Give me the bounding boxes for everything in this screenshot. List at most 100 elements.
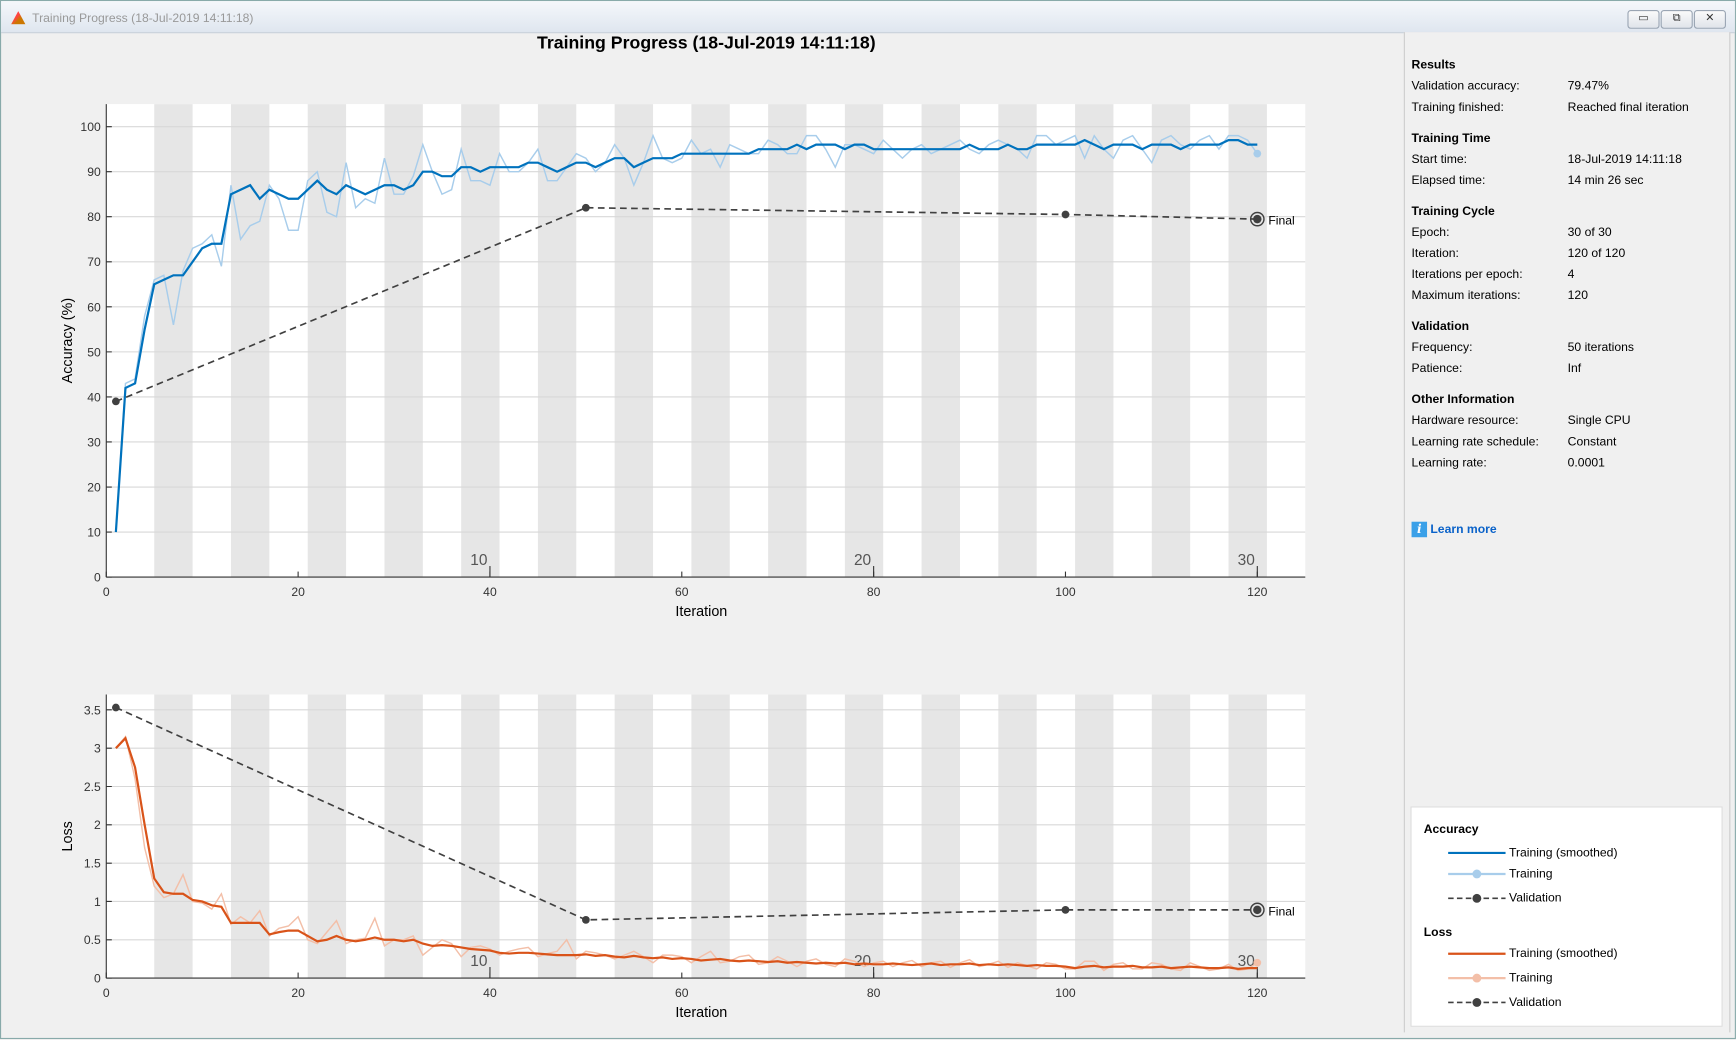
info-label: Epoch: — [1411, 225, 1450, 240]
info-value: Constant — [1567, 435, 1617, 449]
epoch-label: 20 — [854, 552, 872, 569]
restore-button[interactable]: ⧉ — [1660, 9, 1693, 29]
epoch-band — [691, 694, 730, 979]
epoch-band — [1228, 104, 1267, 578]
y-axis-label: Accuracy (%) — [60, 298, 76, 383]
validation-point — [111, 703, 120, 712]
info-value: 120 of 120 — [1567, 247, 1626, 261]
epoch-label: 20 — [854, 953, 872, 970]
info-value: 18-Jul-2019 14:11:18 — [1567, 152, 1682, 167]
y-tick-label: 20 — [87, 480, 101, 494]
info-label: Frequency: — [1411, 341, 1473, 355]
y-tick-label: 1.5 — [84, 857, 101, 871]
x-tick-label: 100 — [1055, 986, 1076, 1000]
legend: Accuracy Training (smoothed) Training Va… — [1410, 806, 1723, 1027]
info-label: Iteration: — [1411, 247, 1459, 261]
validation-point — [1061, 210, 1070, 219]
info-value: Single CPU — [1567, 414, 1631, 428]
y-tick-label: 40 — [87, 390, 101, 404]
minimize-button[interactable]: ▭ — [1627, 9, 1660, 29]
validation-line — [115, 206, 1258, 403]
y-tick-label: 3.5 — [84, 703, 101, 717]
validation-point — [582, 203, 590, 212]
info-label: Training finished: — [1411, 100, 1504, 115]
x-tick-label: 80 — [867, 585, 881, 599]
info-value: 120 — [1567, 289, 1588, 303]
info-value: 50 iterations — [1567, 341, 1635, 355]
learn-more-label: Learn more — [1430, 522, 1497, 537]
validation-point — [1253, 214, 1262, 224]
info-icon: i — [1411, 521, 1428, 538]
epoch-band — [921, 104, 960, 578]
epoch-band — [154, 694, 193, 979]
training-final-marker — [1253, 149, 1262, 158]
x-tick-label: 60 — [675, 986, 689, 1000]
training-line — [115, 133, 1258, 533]
window-title: Training Progress (18-Jul-2019 14:11:18) — [32, 12, 254, 26]
epoch-band — [614, 104, 654, 578]
section-title: Training Cycle — [1411, 204, 1495, 219]
y-tick-label: 70 — [87, 255, 101, 269]
info-row: Frequency: 50 iterations — [1412, 341, 1722, 354]
info-value: 4 — [1567, 268, 1575, 282]
y-tick-label: 3 — [94, 742, 101, 756]
y-tick-label: 0 — [94, 972, 101, 986]
loss-plot: 0 0.5 1 1.5 2 2.5 3 3.5 0 20 40 60 80 100 120 10 20 30 Ite… — [60, 694, 1306, 1021]
info-row: Hardware resource: Single CPU — [1412, 414, 1722, 427]
legend-loss-title: Loss — [1423, 926, 1453, 940]
epoch-band — [230, 694, 270, 979]
epoch-band — [1151, 104, 1191, 578]
learn-more-link[interactable]: i Learn more — [1411, 521, 1497, 538]
epoch-band — [307, 694, 347, 979]
epoch-band — [1075, 694, 1114, 979]
epoch-band — [154, 104, 193, 578]
section-title: Results — [1411, 58, 1456, 73]
x-tick-label: 40 — [483, 585, 497, 599]
close-button[interactable]: ✕ — [1693, 9, 1726, 29]
epoch-band — [921, 694, 960, 979]
x-tick-label: 120 — [1247, 986, 1268, 1000]
info-label: Maximum iterations: — [1411, 289, 1521, 303]
training-smoothed-line — [114, 138, 1258, 533]
info-row: Maximum iterations: 120 — [1412, 289, 1722, 302]
epoch-band — [844, 694, 884, 979]
validation-point — [582, 915, 590, 924]
epoch-band — [461, 104, 500, 578]
info-row: Patience: Inf — [1412, 362, 1722, 375]
y-tick-label: 80 — [87, 210, 101, 224]
info-label: Validation accuracy: — [1411, 79, 1520, 94]
y-tick-label: 0 — [94, 571, 101, 585]
x-tick-label: 20 — [291, 986, 305, 1000]
title-bar: Training Progress (18-Jul-2019 14:11:18)… — [1, 1, 1735, 34]
info-value: 30 of 30 — [1567, 225, 1612, 240]
x-axis-label: Iteration — [675, 1005, 727, 1021]
section-title: Other Information — [1411, 393, 1515, 407]
info-value: 0.0001 — [1567, 456, 1605, 470]
x-axis-label: Iteration — [675, 604, 727, 620]
main-title: Training Progress (18-Jul-2019 14:11:18) — [536, 34, 876, 54]
info-label: Learning rate schedule: — [1411, 435, 1539, 449]
accuracy-plot: 0 10 20 30 40 50 60 70 80 90 100 0 20 40 60 80 100 120 10 2… — [60, 104, 1306, 620]
y-tick-label: 90 — [87, 165, 101, 179]
x-tick-label: 120 — [1247, 585, 1268, 599]
epoch-band — [691, 104, 730, 578]
info-label: Iterations per epoch: — [1411, 268, 1523, 282]
epoch-band — [998, 694, 1037, 979]
y-tick-label: 1 — [94, 895, 101, 909]
epoch-band — [768, 694, 807, 979]
info-value: 79.47% — [1567, 79, 1609, 94]
y-tick-label: 10 — [87, 525, 101, 539]
x-tick-label: 0 — [103, 986, 110, 1000]
epoch-band — [461, 694, 500, 979]
section-title: Training Time — [1411, 131, 1491, 146]
epoch-band — [844, 104, 884, 578]
epoch-band — [384, 104, 423, 578]
epoch-label: 10 — [470, 953, 488, 970]
final-label: Final — [1268, 904, 1294, 918]
x-tick-label: 20 — [291, 585, 305, 599]
section-title: Validation — [1411, 320, 1470, 334]
training-smoothed-line — [115, 736, 1258, 971]
y-tick-label: 100 — [80, 120, 101, 134]
